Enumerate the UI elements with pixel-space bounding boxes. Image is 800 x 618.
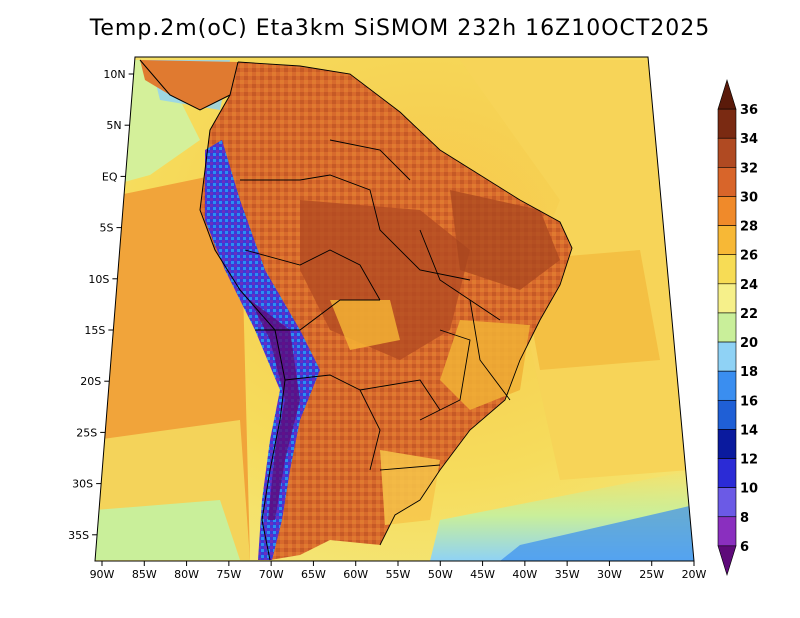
temperature-colorbar: 36 34 32 30 28 26 24 22 20 18 16 14 12 10 8 6 xyxy=(717,78,758,577)
lat-tick-label: 5S xyxy=(99,222,113,235)
lon-tick-label: 25W xyxy=(639,568,664,581)
longitude-axis: 90W 85W 80W 75W 70W 65W 60W 55W 50W 45W 40W 35W 30W 2… xyxy=(90,561,707,581)
colorbar-label: 30 xyxy=(740,190,758,205)
lat-tick-label: EQ xyxy=(102,170,118,183)
colorbar-label: 12 xyxy=(740,453,758,468)
warm-patch xyxy=(330,300,400,350)
colorbar-label: 36 xyxy=(740,103,758,118)
colorbar-label: 10 xyxy=(740,482,758,497)
lon-tick-label: 55W xyxy=(386,568,411,581)
lon-tick-label: 30W xyxy=(597,568,622,581)
colorbar-label: 34 xyxy=(740,132,758,147)
colorbar-segment xyxy=(717,545,737,577)
lat-tick-label: 20S xyxy=(80,375,101,388)
central-america-land xyxy=(140,60,238,110)
colorbar-label: 8 xyxy=(740,511,749,526)
colorbar-label: 28 xyxy=(740,220,758,235)
south-mild-zone xyxy=(380,450,440,525)
colorbar-label: 20 xyxy=(740,336,758,351)
colorbar-segment xyxy=(717,370,737,401)
lat-tick-label: 10N xyxy=(103,68,125,81)
lon-tick-label: 85W xyxy=(132,568,157,581)
lon-tick-label: 80W xyxy=(174,568,199,581)
colorbar-label: 18 xyxy=(740,365,758,380)
colorbar-label: 26 xyxy=(740,249,758,264)
lon-tick-label: 40W xyxy=(512,568,537,581)
colorbar-segment xyxy=(717,283,737,314)
lon-tick-label: 35W xyxy=(555,568,580,581)
colorbar-segment xyxy=(717,254,737,285)
south-atlantic-cold xyxy=(500,505,694,561)
lat-tick-label: 15S xyxy=(84,324,105,337)
northeast-hot-zone xyxy=(450,190,560,290)
map-title: Temp.2m(oC) Eta3km SiSMOM 232h 16Z10OCT2… xyxy=(89,16,711,41)
coastlines xyxy=(139,59,286,561)
colorbar-segment xyxy=(717,225,737,256)
lon-tick-label: 45W xyxy=(470,568,495,581)
map-field xyxy=(95,57,694,561)
lat-tick-label: 25S xyxy=(76,426,97,439)
colorbar-label: 14 xyxy=(740,423,758,438)
colorbar-segment xyxy=(717,312,737,343)
colorbar-segment xyxy=(717,78,737,110)
colorbar-segment xyxy=(717,487,737,518)
lon-tick-label: 75W xyxy=(216,568,241,581)
colorbar-segment xyxy=(717,516,737,547)
pacific-cool-south xyxy=(95,500,240,560)
andes-cold-ridge xyxy=(205,140,320,560)
colorbar-label: 6 xyxy=(740,540,749,555)
colorbar-label: 32 xyxy=(740,161,758,176)
lon-tick-label: 70W xyxy=(259,568,284,581)
colorbar-segment xyxy=(717,399,737,430)
colorbar-segment xyxy=(717,429,737,459)
colorbar-segment xyxy=(717,108,737,139)
colorbar-segment xyxy=(717,167,737,197)
lon-tick-label: 90W xyxy=(90,568,115,581)
colorbar-segment xyxy=(717,196,737,226)
colorbar-segment xyxy=(717,341,737,372)
colorbar-segment xyxy=(717,137,737,168)
lon-tick-label: 65W xyxy=(301,568,326,581)
lon-tick-label: 20W xyxy=(682,568,707,581)
latitude-axis: 10N 5N EQ 5S 10S 15S 20S 25S 30S 35S xyxy=(68,68,134,542)
lat-tick-label: 5N xyxy=(106,119,121,132)
colorbar-label: 22 xyxy=(740,307,758,322)
lat-tick-label: 30S xyxy=(72,478,93,491)
lon-tick-label: 60W xyxy=(343,568,368,581)
colorbar-segment xyxy=(717,458,737,488)
colorbar-label: 24 xyxy=(740,278,758,293)
andes-coldest-core xyxy=(250,300,300,520)
lon-tick-label: 50W xyxy=(428,568,453,581)
lat-tick-label: 35S xyxy=(68,529,89,542)
country-borders xyxy=(237,61,573,546)
colorbar-label: 16 xyxy=(740,394,758,409)
lat-tick-label: 10S xyxy=(88,273,109,286)
